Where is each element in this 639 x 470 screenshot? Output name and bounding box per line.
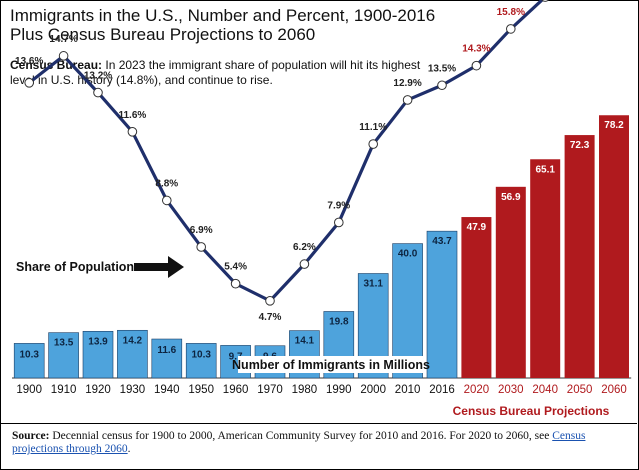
source-note: Source: Decennial census for 1900 to 200… [12, 430, 627, 456]
x-tick-1950: 1950 [188, 384, 214, 396]
arrow-icon [134, 256, 184, 278]
share-point-1990 [334, 217, 344, 228]
bar-label-2050: 72.3 [570, 140, 590, 151]
bar-1900 [13, 343, 45, 379]
share-label-2000: 11.1% [359, 122, 387, 133]
bar-1910 [48, 332, 79, 379]
share-point-1920 [93, 87, 103, 98]
share-point-1940 [162, 195, 172, 206]
source-end: . [127, 443, 131, 455]
share-label-1920: 13.2% [84, 71, 112, 82]
share-line [28, 0, 545, 303]
x-tick-1920: 1920 [85, 384, 111, 396]
share-label-1970: 4.7% [259, 312, 282, 323]
bar-label-2010: 40.0 [398, 249, 418, 260]
x-tick-2060: 2060 [601, 384, 627, 396]
x-tick-2020: 2020 [464, 384, 490, 396]
bar-label-2030: 56.9 [501, 192, 521, 203]
x-tick-2050: 2050 [567, 384, 593, 396]
share-point-1900 [24, 78, 35, 88]
bar-label-2040: 65.1 [535, 164, 555, 175]
x-tick-1940: 1940 [154, 384, 180, 396]
share-point-1950 [196, 242, 206, 252]
share-label-1950: 6.9% [190, 225, 213, 236]
bar-1940 [151, 338, 183, 379]
share-label-1900: 13.6% [15, 56, 43, 67]
bar-2040 [530, 159, 561, 378]
x-tick-2016: 2016 [429, 384, 455, 396]
share-point-2020 [471, 60, 482, 71]
x-tick-1900: 1900 [16, 384, 42, 396]
share-label-2010: 12.9% [393, 78, 421, 89]
share-point-1980 [299, 259, 310, 269]
source-link[interactable]: Census projections through 2060 [12, 430, 586, 455]
chart-title: Immigrants in the U.S., Number and Perce… [10, 6, 435, 44]
source-label: Source: [12, 430, 50, 442]
note-label: Census Bureau: [10, 58, 103, 72]
share-point-1910 [58, 51, 69, 61]
bar-series-label: Number of Immigrants in Millions [232, 358, 430, 372]
share-label-1990: 7.9% [327, 200, 350, 211]
share-label-1910: 14.7% [49, 34, 77, 45]
share-point-1960 [230, 278, 241, 289]
bar-2016 [426, 230, 458, 379]
x-tick-2030: 2030 [498, 384, 524, 396]
share-label-2016: 13.5% [428, 63, 456, 74]
x-tick-1970: 1970 [257, 384, 283, 396]
bar-2060 [599, 115, 629, 379]
title-line-1: Immigrants in the U.S., Number and Perce… [10, 6, 436, 25]
bar-label-2060: 78.2 [604, 120, 624, 131]
projection-axis-label: Census Bureau Projections [453, 404, 610, 418]
source-text: Decennial census for 1900 to 2000, Ameri… [49, 430, 553, 442]
line-series-label: Share of Population [16, 260, 134, 274]
bar-2010 [392, 243, 423, 379]
bar-1930 [117, 329, 148, 379]
x-tick-1990: 1990 [326, 384, 352, 396]
bar-label-2020: 47.9 [467, 222, 487, 233]
share-point-2040 [541, 0, 549, 2]
share-label-1930: 11.6% [118, 110, 146, 121]
bar-series-label-box [238, 356, 424, 373]
share-point-1930 [127, 127, 138, 137]
bar-2020 [461, 217, 492, 378]
bar-label-1940: 11.6 [157, 345, 176, 356]
share-label-1940: 8.8% [155, 178, 178, 189]
share-label-2020: 14.3% [462, 44, 490, 55]
census-note: Census Bureau: In 2023 the immigrant sha… [10, 58, 430, 88]
bar-label-1990: 19.8 [329, 316, 349, 327]
x-tick-1960: 1960 [223, 384, 249, 396]
bar-2030 [495, 186, 526, 378]
note-text: In 2023 the immigrant share of populatio… [10, 58, 421, 87]
share-label-1980: 6.2% [293, 242, 316, 253]
bar-1950 [185, 343, 217, 379]
x-tick-2010: 2010 [395, 384, 421, 396]
bar-label-1920: 13.9 [88, 336, 108, 347]
bar-1920 [82, 330, 114, 379]
bar-2050 [564, 135, 595, 378]
bar-label-2016: 43.7 [432, 236, 452, 247]
share-point-1970 [265, 296, 275, 306]
share-label-1960: 5.4% [224, 262, 247, 273]
x-tick-1910: 1910 [51, 384, 77, 396]
x-tick-2040: 2040 [532, 384, 558, 396]
x-tick-1980: 1980 [292, 384, 318, 396]
share-point-2016 [437, 80, 447, 91]
bar-label-1930: 14.2 [123, 335, 143, 346]
bar-label-1960: 9.7 [229, 351, 243, 362]
share-point-2030 [506, 24, 516, 34]
divider [0, 423, 637, 424]
share-point-2000 [368, 139, 379, 149]
share-label-2030: 15.8% [497, 7, 525, 18]
x-tick-1930: 1930 [120, 384, 146, 396]
bar-label-1900: 10.3 [19, 349, 39, 360]
bar-label-2000: 31.1 [363, 279, 383, 290]
title-line-2: Plus Census Bureau Projections to 2060 [10, 25, 316, 44]
bar-label-1910: 13.5 [54, 338, 74, 349]
bar-label-1950: 10.3 [191, 349, 211, 360]
x-tick-2000: 2000 [360, 384, 386, 396]
share-point-2010 [402, 95, 413, 105]
bar-label-1980: 14.1 [295, 336, 315, 347]
